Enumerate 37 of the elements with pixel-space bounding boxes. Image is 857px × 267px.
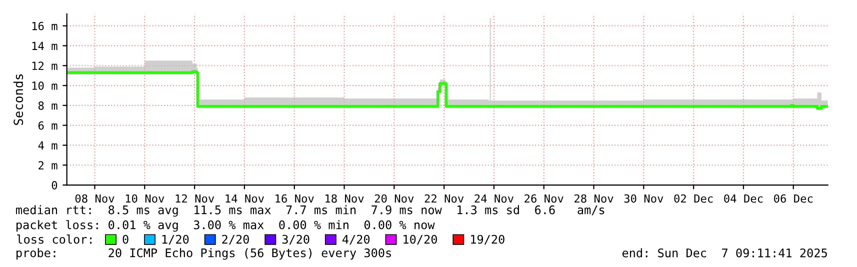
x-tick-label: 04 Dec <box>724 194 763 203</box>
y-tick-label: 16 m <box>32 22 58 30</box>
y-tick-label: 10 m <box>32 82 58 90</box>
y-tick-label: 4 m <box>38 141 58 150</box>
y-tick-label: 2 m <box>38 161 58 170</box>
y-axis-title: Seconds <box>13 74 24 125</box>
legend-label: 2/20 <box>222 234 249 245</box>
y-tick-label: 6 m <box>38 121 58 130</box>
y-tick-label: 8 m <box>38 101 58 110</box>
text: probe: 20 ICMP Echo Pings (56 Bytes) every 300s <box>16 248 391 260</box>
x-tick-label: 18 Nov <box>326 194 364 203</box>
legend-title: loss color: <box>17 234 92 244</box>
x-tick-label: 14 Nov <box>226 194 264 203</box>
text: end: Sun Dec 7 09:11:41 2025 <box>622 248 827 258</box>
y-tick-label: 0 <box>52 181 58 190</box>
x-tick-label: 26 Nov <box>524 194 564 203</box>
text: packet loss: 0.01 % avg 3.00 % max 0.00 % min 0.00 % now <box>16 220 435 232</box>
legend-label: 10/20 <box>404 234 437 245</box>
x-tick-label: 28 Nov <box>574 194 614 203</box>
x-tick-label: 12 Nov <box>176 194 214 203</box>
legend-label: 0 <box>122 234 128 244</box>
x-tick-label: 08 Nov <box>75 194 114 203</box>
x-tick-label: 20 Nov <box>374 194 414 203</box>
legend-label: 19/20 <box>471 234 504 245</box>
y-tick-label: 14 m <box>32 42 58 50</box>
legend-label: 3/20 <box>282 234 310 245</box>
legend-label: 1/20 <box>162 234 189 245</box>
x-tick-label: 22 Nov <box>424 194 464 203</box>
x-tick-label: 02 Dec <box>674 194 713 203</box>
x-tick-label: 16 Nov <box>276 194 314 203</box>
y-tick-label: 12 m <box>32 62 58 70</box>
x-tick-label: 06 Dec <box>774 194 812 203</box>
x-tick-label: 30 Nov <box>624 194 664 203</box>
x-tick-label: 10 Nov <box>126 194 164 203</box>
legend-label: 4/20 <box>342 234 370 245</box>
text: median rtt: 8.5 ms avg 11.5 ms max 7.7 ms min 7.9 ms now 1.3 ms sd 6.6 am/s <box>16 205 604 217</box>
x-tick-label: 24 Nov <box>474 194 514 203</box>
